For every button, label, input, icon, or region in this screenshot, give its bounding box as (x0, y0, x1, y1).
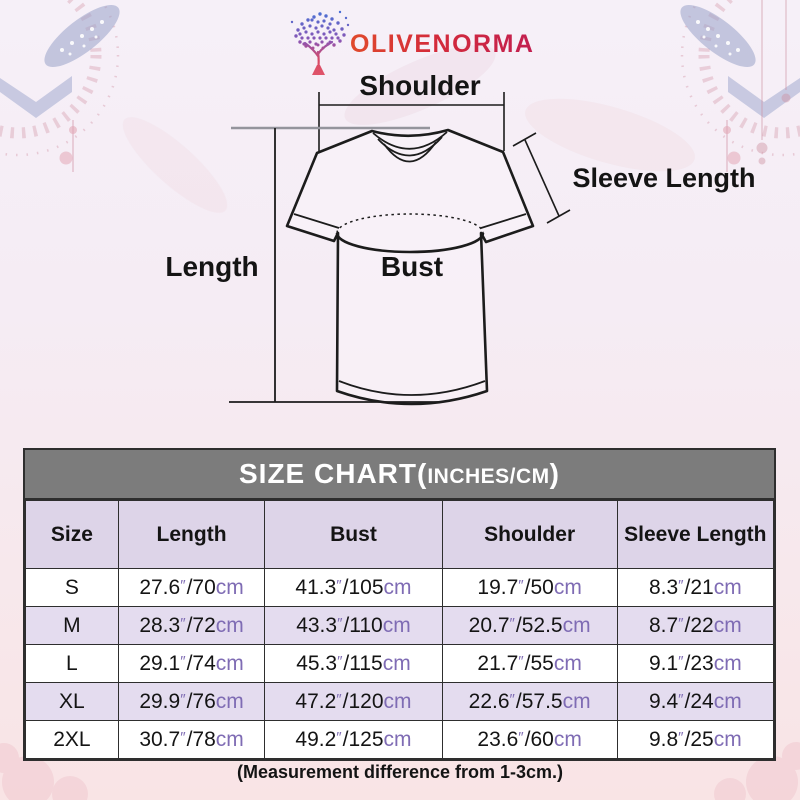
table-row: XL 29.9″/76cm 47.2″/120cm 22.6″/57.5cm 9.4″/… (25, 682, 775, 721)
size-label: S (25, 568, 119, 607)
brand-name: OLIVENORMA (350, 30, 535, 58)
bust-label: Bust (380, 251, 444, 282)
size-chart-title: SIZE CHART(INCHES/CM) (25, 450, 774, 500)
measurement-cell: 9.8″/25cm (616, 720, 775, 759)
shoulder-label: Shoulder (359, 70, 481, 101)
size-table-body: S 27.6″/70cm 41.3″/105cm 19.7″/50cm 8.3″/21c… (25, 568, 775, 759)
tshirt-measurement-diagram (229, 92, 571, 406)
measurement-cell: 8.7″/22cm (616, 606, 775, 645)
table-row: S 27.6″/70cm 41.3″/105cm 19.7″/50cm 8.3″/21c… (25, 568, 775, 607)
column-header: Bust (264, 500, 443, 569)
sleeve-length-label: Sleeve Length (572, 163, 756, 193)
sleeve-dimension-lines (512, 132, 571, 224)
measurement-note: (Measurement difference from 1-3cm.) (236, 762, 564, 782)
size-label: XL (25, 682, 119, 721)
cuff-seams (293, 213, 527, 229)
title-main: SIZE CHART (239, 458, 417, 489)
measurement-cell: 9.1″/23cm (616, 644, 775, 683)
measurement-cell: 47.2″/120cm (264, 682, 443, 721)
measurement-cell: 22.6″/57.5cm (441, 682, 618, 721)
measurement-cell: 30.7″/78cm (117, 720, 266, 759)
brand-logo-tree-icon (290, 10, 350, 76)
measurement-cell: 29.1″/74cm (117, 644, 266, 683)
measurement-cell: 23.6″/60cm (441, 720, 618, 759)
length-label: Length (165, 251, 259, 282)
shoulder-dimension-lines (318, 92, 505, 151)
measurement-cell: 43.3″/110cm (264, 606, 443, 645)
column-header: Shoulder (441, 500, 618, 569)
size-label: L (25, 644, 119, 683)
measurement-cell: 19.7″/50cm (441, 568, 618, 607)
measurement-cell: 8.3″/21cm (616, 568, 775, 607)
length-dimension-lines (229, 128, 441, 403)
column-header: Sleeve Length (616, 500, 775, 569)
size-label: 2XL (25, 720, 119, 759)
size-table-head-row: Size Length Bust Shoulder Sleeve Length (25, 500, 775, 569)
table-row: 2XL 30.7″/78cm 49.2″/125cm 23.6″/60cm 9.8″/2… (25, 720, 775, 759)
measurement-cell: 20.7″/52.5cm (441, 606, 618, 645)
measurement-cell: 41.3″/105cm (264, 568, 443, 607)
measurement-cell: 9.4″/24cm (616, 682, 775, 721)
tshirt-outline (285, 128, 535, 406)
measurement-cell: 29.9″/76cm (117, 682, 266, 721)
title-units: INCHES/CM (427, 465, 550, 488)
measurement-cell: 28.3″/72cm (117, 606, 266, 645)
table-row: L 29.1″/74cm 45.3″/115cm 21.7″/55cm 9.1″/23c… (25, 644, 775, 683)
measurement-cell: 45.3″/115cm (264, 644, 443, 683)
measurement-cell: 49.2″/125cm (264, 720, 443, 759)
bust-line-solid (335, 232, 485, 254)
measurement-cell: 21.7″/55cm (441, 644, 618, 683)
measurement-cell: 27.6″/70cm (117, 568, 266, 607)
bust-line-dashed (336, 213, 484, 234)
hem-line (338, 380, 486, 396)
size-label: M (25, 606, 119, 645)
size-chart-table: SIZE CHART(INCHES/CM) Size Length Bust Shou… (23, 448, 776, 761)
column-header: Size (25, 500, 119, 569)
column-header: Length (117, 500, 266, 569)
collar-lines (372, 131, 448, 163)
table-row: M 28.3″/72cm 43.3″/110cm 20.7″/52.5cm 8.7″/2… (25, 606, 775, 645)
